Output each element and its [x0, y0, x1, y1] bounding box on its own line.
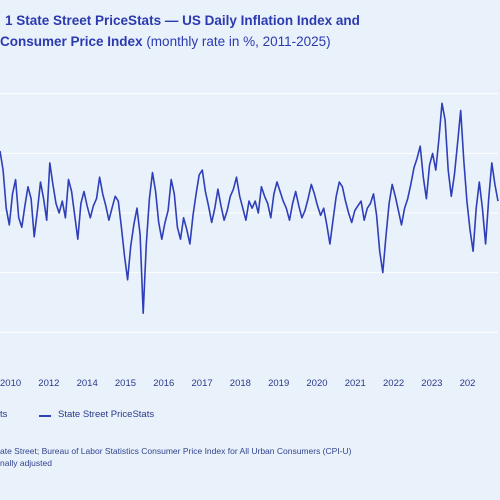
- chart-title-line-2: Consumer Price Index (monthly rate in %,…: [0, 31, 500, 52]
- chart-title-line-1: 1 State Street PriceStats — US Daily Inf…: [5, 13, 360, 28]
- x-tick-label-8: 2020: [306, 378, 327, 389]
- chart-title: 1 State Street PriceStats — US Daily Inf…: [0, 10, 500, 52]
- series-line-pricestats: [0, 102, 499, 315]
- x-tick-label-1: 2012: [38, 378, 59, 389]
- series-layer: [0, 102, 499, 315]
- legend-item-pricestats: State Street PriceStats: [58, 409, 155, 420]
- x-tick-label-9: 2021: [345, 378, 366, 389]
- x-tick-label-7: 2019: [268, 378, 289, 389]
- source-note: ate Street; Bureau of Labor Statistics C…: [0, 445, 490, 469]
- x-axis-ticks: 2010 2012 2014 2015 2016 2017 2018 2019 2020 2021…: [0, 378, 475, 389]
- x-tick-label-3: 2015: [115, 378, 136, 389]
- gridlines: [0, 93, 498, 333]
- x-tick-label-11: 2023: [421, 378, 442, 389]
- x-tick-label-12: 202: [460, 378, 476, 389]
- x-tick-label-10: 2022: [383, 378, 404, 389]
- source-note-line-2: nally adjusted: [0, 458, 52, 468]
- legend-item-cpi: ts: [0, 409, 8, 420]
- x-tick-label-4: 2016: [153, 378, 174, 389]
- x-tick-label-5: 2017: [192, 378, 213, 389]
- x-tick-label-6: 2018: [230, 378, 251, 389]
- source-note-line-1: ate Street; Bureau of Labor Statistics C…: [0, 446, 352, 456]
- legend: ts State Street PriceStats: [0, 409, 500, 425]
- x-tick-label-2: 2014: [77, 378, 98, 389]
- x-tick-label-0: 2010: [0, 378, 21, 389]
- chart-subtitle: (monthly rate in %, 2011-2025): [142, 34, 331, 49]
- chart-title-cpi: Consumer Price Index: [0, 34, 143, 49]
- legend-swatch-pricestats: [39, 415, 51, 417]
